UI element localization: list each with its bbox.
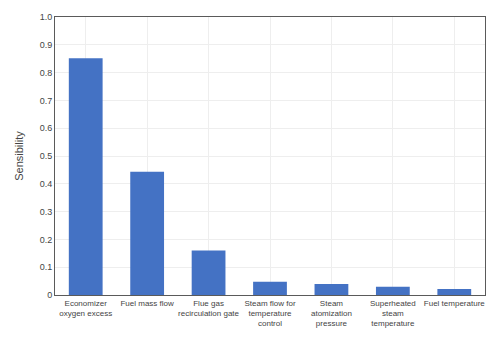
svg-text:0.6: 0.6: [40, 123, 53, 133]
svg-text:0.3: 0.3: [40, 207, 53, 217]
svg-text:Steam flow fortemperaturecontr: Steam flow fortemperaturecontrol: [244, 299, 295, 329]
svg-text:0.7: 0.7: [40, 96, 53, 106]
svg-text:0.4: 0.4: [40, 179, 53, 189]
svg-text:Flue gasrecirculation gate: Flue gasrecirculation gate: [178, 299, 239, 318]
svg-text:0.9: 0.9: [40, 40, 53, 50]
svg-text:Superheatedsteamtemperature: Superheatedsteamtemperature: [370, 299, 416, 329]
svg-text:0.1: 0.1: [40, 262, 53, 272]
svg-text:Sensibility: Sensibility: [13, 131, 25, 181]
svg-text:Fuel temperature: Fuel temperature: [424, 299, 485, 308]
svg-text:Economizeroxygen excess: Economizeroxygen excess: [59, 299, 112, 318]
svg-text:0.2: 0.2: [40, 235, 53, 245]
svg-text:1.0: 1.0: [40, 12, 53, 22]
svg-text:Fuel mass flow: Fuel mass flow: [120, 299, 174, 308]
svg-text:0.8: 0.8: [40, 68, 53, 78]
svg-text:0: 0: [47, 290, 52, 300]
svg-text:0.5: 0.5: [40, 151, 53, 161]
svg-text:Steamatomizationpressure: Steamatomizationpressure: [311, 299, 352, 329]
